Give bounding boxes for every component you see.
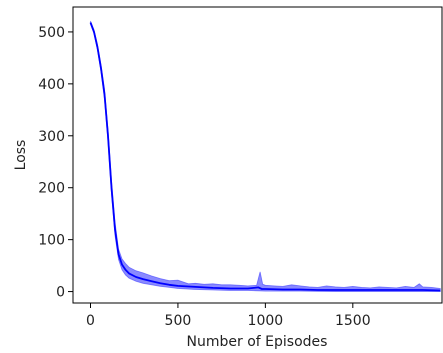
y-tick-label: 500 (38, 25, 65, 41)
y-axis-label: Loss (13, 140, 29, 171)
y-axis-ticks: 0 100 200 300 400 500 (38, 25, 73, 301)
loss-mean-line (89, 22, 441, 292)
x-tick-label: 1500 (335, 313, 371, 329)
x-axis-ticks: 0 500 1000 1500 (86, 303, 371, 329)
loss-confidence-band (90, 20, 441, 292)
y-tick-label: 300 (38, 129, 65, 145)
y-tick-label: 200 (38, 181, 65, 197)
y-tick-label: 400 (38, 77, 65, 93)
x-axis-label: Number of Episodes (187, 334, 328, 350)
y-tick-label: 0 (56, 285, 65, 301)
x-tick-label: 1000 (248, 313, 284, 329)
y-tick-label: 100 (38, 233, 65, 249)
x-tick-label: 0 (86, 313, 95, 329)
plot-frame (72, 6, 443, 304)
x-tick-label: 500 (165, 313, 192, 329)
